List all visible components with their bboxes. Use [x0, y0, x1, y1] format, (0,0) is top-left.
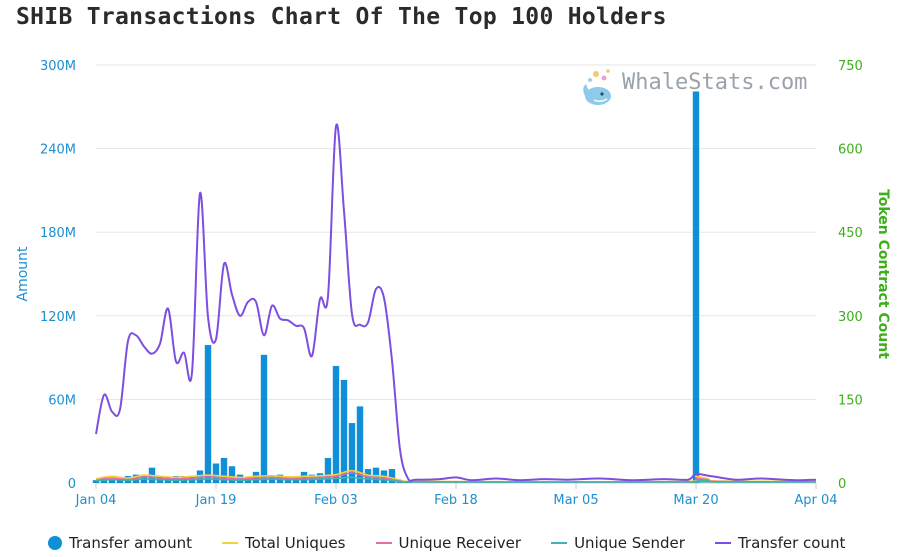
x-tick-label: Jan 04: [75, 493, 117, 508]
y-tick-label: 240M: [40, 143, 76, 158]
bar-transfer-amount: [348, 423, 356, 483]
x-tick-label: Apr 04: [794, 493, 837, 508]
bar-transfer-amount: [388, 469, 396, 483]
legend-line-icon: [714, 542, 731, 544]
legend-label: Total Uniques: [244, 534, 346, 552]
bar-transfer-amount: [220, 457, 228, 483]
y-axis-title: Amount: [15, 246, 31, 302]
bar-transfer-amount: [324, 457, 332, 483]
legend-item-unique-sender[interactable]: Unique Sender: [551, 534, 685, 552]
chart-title: SHIB Transactions Chart Of The Top 100 H…: [16, 4, 667, 30]
y-right-tick-label: 450: [838, 226, 863, 241]
x-tick-label: Feb 18: [434, 493, 478, 508]
watermark-text: WhaleStats.com: [622, 70, 808, 95]
y-right-tick-label: 150: [838, 393, 863, 408]
legend-line-icon: [551, 542, 568, 544]
bar-transfer-amount: [204, 345, 212, 483]
whale-logo-icon: [583, 69, 611, 105]
bar-transfer-amount: [340, 379, 348, 483]
y-tick-label: 120M: [40, 310, 76, 325]
bar-transfer-amount: [108, 478, 116, 483]
y-right-axis-title: Token Contract Count: [875, 189, 891, 359]
legend-item-transfer-amount[interactable]: Transfer amount: [48, 534, 192, 552]
legend-item-total-uniques[interactable]: Total Uniques: [221, 534, 346, 552]
bar-transfer-amount: [228, 466, 236, 483]
legend-label: Transfer amount: [69, 534, 192, 552]
x-tick-label: Jan 19: [195, 493, 237, 508]
x-tick-label: Feb 03: [314, 493, 358, 508]
chart-legend: Transfer amount Total Uniques Unique Recei…: [48, 532, 875, 554]
legend-item-unique-receiver[interactable]: Unique Receiver: [375, 534, 522, 552]
legend-line-icon: [221, 542, 238, 544]
y-right-tick-label: 600: [838, 143, 863, 158]
legend-item-transfer-count[interactable]: Transfer count: [714, 534, 846, 552]
bar-transfer-amount: [292, 478, 300, 483]
y-tick-label: 0: [68, 477, 76, 492]
x-tick-label: Mar 05: [553, 493, 598, 508]
bar-transfer-amount: [92, 480, 100, 483]
y-right-tick-label: 300: [838, 310, 863, 325]
bar-transfer-amount: [212, 463, 220, 483]
legend-label: Unique Sender: [574, 534, 685, 552]
x-tick-label: Mar 20: [673, 493, 718, 508]
y-right-tick-label: 0: [838, 477, 846, 492]
legend-label: Unique Receiver: [398, 534, 522, 552]
y-right-tick-label: 750: [838, 59, 863, 74]
bar-transfer-amount: [332, 365, 340, 483]
line-transfer-count: [95, 123, 817, 482]
bar-transfer-amount: [260, 354, 268, 483]
bar-transfer-amount: [116, 480, 124, 483]
line-unique-sender: [95, 476, 817, 483]
bar-transfer-amount: [356, 406, 364, 483]
y-tick-label: 60M: [48, 393, 76, 408]
legend-line-icon: [375, 542, 392, 544]
y-tick-label: 300M: [40, 59, 76, 74]
legend-dot-icon: [48, 536, 62, 550]
y-tick-label: 180M: [40, 226, 76, 241]
bar-transfer-amount: [692, 91, 700, 484]
chart-plot-area: 0 60M 120M 180M 240M 300M 0 150 300 450 600 750 Amou…: [15, 59, 891, 508]
legend-label: Transfer count: [737, 534, 846, 552]
watermark: WhaleStats.com: [580, 66, 842, 110]
bar-transfer-amount: [364, 469, 372, 483]
